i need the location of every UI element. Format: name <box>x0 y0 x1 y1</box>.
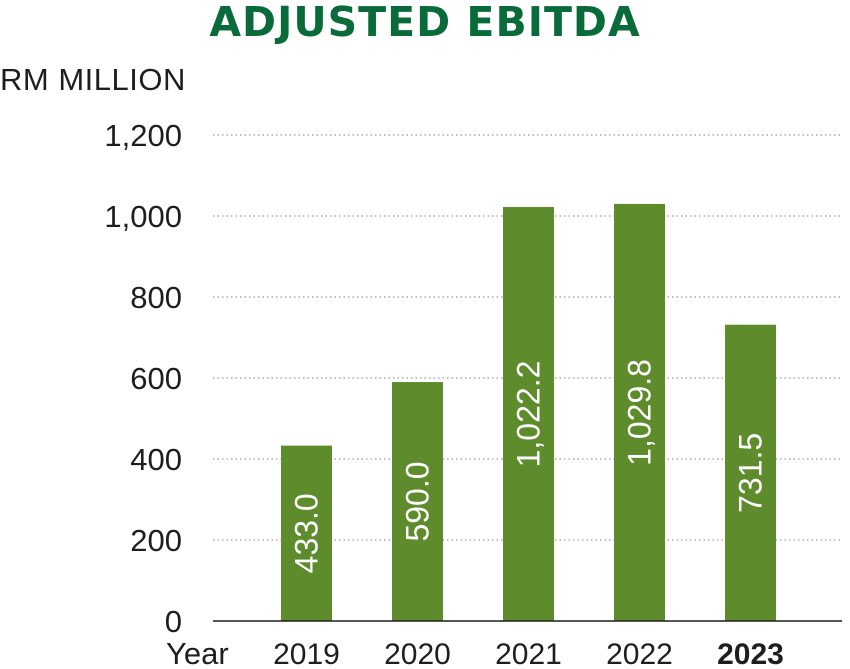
x-axis-label: Year <box>166 636 229 669</box>
bar-value-label: 1,022.2 <box>511 361 547 468</box>
bar <box>614 203 665 621</box>
bar <box>392 382 443 621</box>
y-tick-label: 1,000 <box>104 199 182 234</box>
x-tick-label: 2021 <box>495 638 562 669</box>
y-tick-label: 800 <box>130 280 182 315</box>
bar <box>725 324 776 621</box>
bars: 433.0 590.0 1,022.2 1,029.8 731.5 <box>281 203 776 621</box>
x-tick-label: 2022 <box>606 638 673 669</box>
x-tick-label: 2020 <box>384 638 451 669</box>
y-tick-label: 600 <box>130 361 182 396</box>
bar <box>503 207 554 621</box>
y-axis-label: RM MILLION <box>0 62 186 97</box>
y-tick-label: 0 <box>165 604 182 639</box>
bar-value-label: 433.0 <box>289 493 325 573</box>
bar <box>281 445 332 621</box>
x-tick-labels: 2019 2020 2021 2022 2023 <box>273 638 784 669</box>
x-tick-label: 2023 <box>717 638 784 669</box>
y-tick-labels: 0 200 400 600 800 1,000 1,200 <box>104 118 182 639</box>
bar-value-label: 731.5 <box>733 433 769 513</box>
y-tick-label: 200 <box>130 523 182 558</box>
bar-value-label: 1,029.8 <box>622 359 658 466</box>
y-tick-label: 1,200 <box>104 118 182 153</box>
x-tick-label: 2019 <box>273 638 340 669</box>
chart-title: ADJUSTED EBITDA <box>209 0 641 46</box>
bar-value-label: 590.0 <box>400 461 436 541</box>
y-tick-label: 400 <box>130 442 182 477</box>
